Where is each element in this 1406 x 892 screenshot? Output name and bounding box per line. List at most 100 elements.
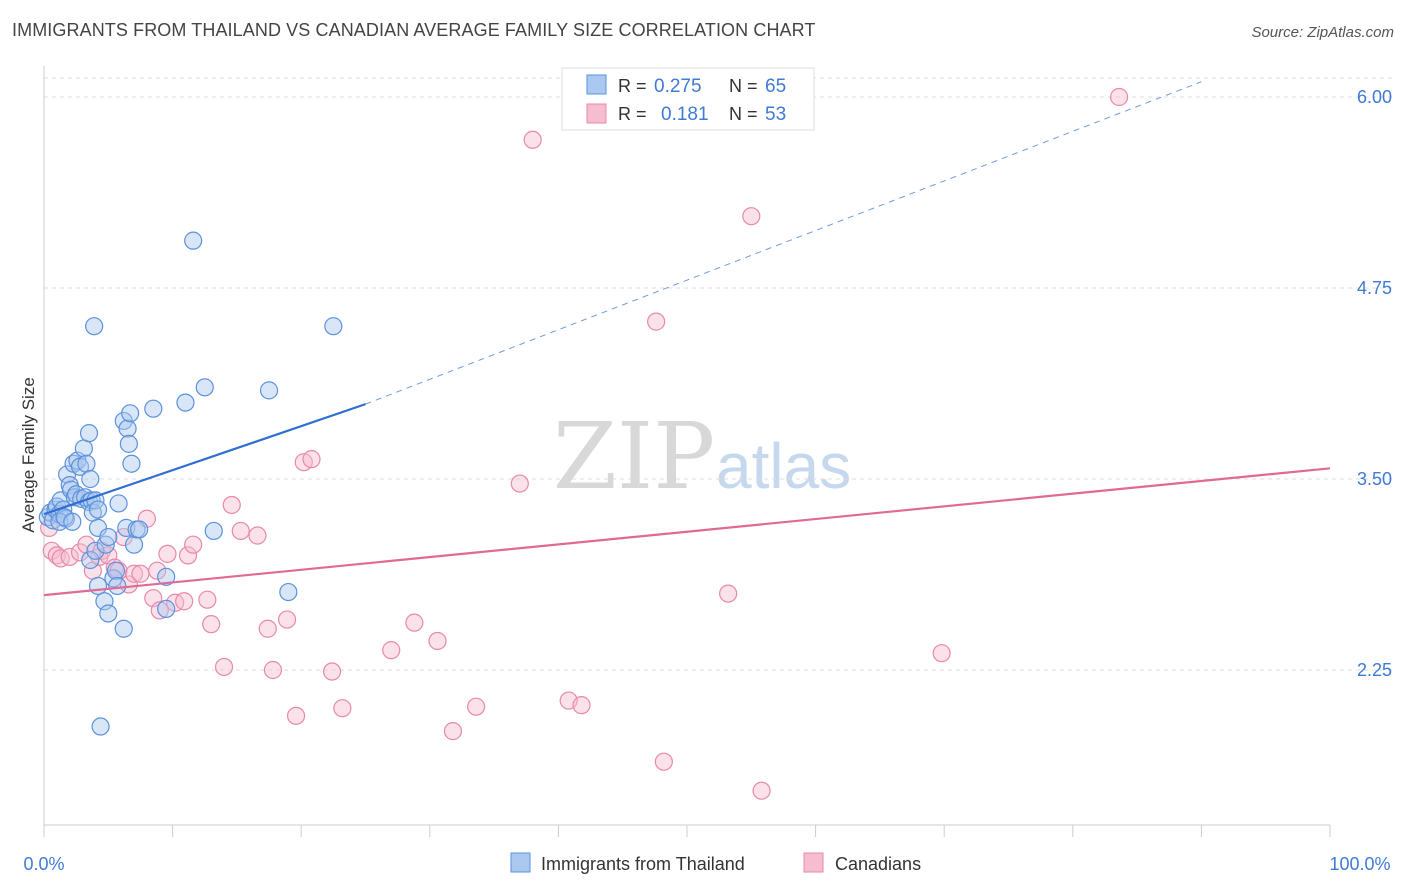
thailand-point xyxy=(118,419,137,438)
thailand-points xyxy=(38,231,343,736)
thailand-point xyxy=(86,541,105,560)
canadians-point xyxy=(428,631,447,651)
canadians-point xyxy=(405,613,424,632)
legend-n-value-canadians: 53 xyxy=(765,104,786,125)
thailand-point xyxy=(324,317,343,336)
watermark-zip: ZIP xyxy=(553,403,715,510)
y-tick-label: 6.00 xyxy=(1357,87,1392,107)
thailand-point xyxy=(99,527,118,547)
thailand-point xyxy=(195,378,214,397)
thailand-point xyxy=(119,434,138,453)
thailand-point xyxy=(91,717,110,736)
thailand-point xyxy=(106,561,126,580)
legend-r-value-canadians: 0.181 xyxy=(661,104,709,125)
canadians-point xyxy=(158,544,177,563)
legend-swatch-thailand xyxy=(586,74,607,95)
thailand-point xyxy=(88,576,108,596)
thailand-point xyxy=(124,535,144,554)
thailand-point xyxy=(109,494,128,513)
canadians-point xyxy=(932,644,951,663)
thailand-point xyxy=(88,518,108,537)
canadians-point xyxy=(222,495,241,515)
canadians-point xyxy=(742,207,761,226)
canadians-point xyxy=(752,781,771,800)
thailand-point xyxy=(81,550,100,570)
canadians-point xyxy=(60,547,79,567)
canadians-point xyxy=(302,450,321,469)
canadians-point xyxy=(70,543,90,562)
canadians-point xyxy=(178,546,198,565)
thailand-point xyxy=(108,576,127,596)
y-tick-label: 2.25 xyxy=(1357,660,1392,680)
canadians-point xyxy=(166,593,185,612)
canadians-point xyxy=(1109,87,1129,107)
thailand-point xyxy=(176,393,195,412)
canadians-point xyxy=(184,535,203,554)
canadians-point xyxy=(214,657,234,677)
canadians-points xyxy=(40,87,1129,800)
legend-r-value-thailand: 0.275 xyxy=(654,76,702,97)
chart-title: IMMIGRANTS FROM THAILAND VS CANADIAN AVE… xyxy=(12,20,816,40)
thailand-point xyxy=(77,454,96,473)
thailand-point xyxy=(88,500,108,519)
x-tick-label-min: 0.0% xyxy=(23,854,64,874)
bottom-legend-swatch-canadians xyxy=(803,852,824,873)
legend-swatch-canadians xyxy=(586,103,607,124)
thailand-point xyxy=(99,604,118,623)
canadians-point xyxy=(148,561,167,580)
x-ticks xyxy=(43,825,1331,837)
canadians-point xyxy=(258,619,277,638)
canadians-point xyxy=(466,697,486,716)
y-axis-label: Average Family Size xyxy=(19,377,38,533)
thailand-point xyxy=(74,439,93,458)
thailand-point xyxy=(114,619,133,638)
canadians-point xyxy=(322,662,342,681)
canadians-point xyxy=(654,752,673,771)
source-credit: Source: ZipAtlas.com xyxy=(1251,24,1394,41)
thailand-point xyxy=(81,469,100,489)
canadians-point xyxy=(175,592,194,611)
canadians-point xyxy=(572,696,591,715)
canadians-point xyxy=(382,641,401,660)
canadians-point xyxy=(51,549,70,568)
canadians-trend-line xyxy=(43,467,1331,597)
legend-r-label-canadians: R = xyxy=(618,104,647,124)
y-tick-label: 4.75 xyxy=(1357,278,1392,298)
canadians-point xyxy=(333,699,352,718)
canadians-point xyxy=(523,130,542,149)
thailand-point xyxy=(279,582,298,602)
canadians-point xyxy=(231,521,250,541)
thailand-trend-line xyxy=(43,403,366,516)
canadians-point xyxy=(286,706,306,725)
canadians-point xyxy=(77,535,96,554)
bottom-legend-swatch-thailand xyxy=(510,852,531,873)
canadians-point xyxy=(510,474,529,493)
legend-n-label-canadians: N = xyxy=(729,104,758,124)
thailand-point xyxy=(63,512,82,531)
canadians-point xyxy=(719,584,738,603)
thailand-point xyxy=(184,231,203,250)
thailand-point xyxy=(121,404,140,423)
canadians-point xyxy=(248,526,267,545)
thailand-point xyxy=(144,399,163,418)
thailand-point xyxy=(259,381,279,400)
canadians-point xyxy=(202,615,221,634)
canadians-point xyxy=(124,564,144,583)
watermark-atlas: atlas xyxy=(716,430,851,502)
canadians-point xyxy=(119,575,138,594)
series-legend: Immigrants from Thailand Canadians xyxy=(510,852,921,874)
thailand-point xyxy=(157,567,176,586)
thailand-point xyxy=(157,599,176,618)
legend-n-label-thailand: N = xyxy=(729,76,758,96)
bottom-legend-label-thailand: Immigrants from Thailand xyxy=(541,854,745,874)
thailand-point xyxy=(85,317,104,336)
y-tick-label: 3.50 xyxy=(1357,469,1392,489)
canadians-point xyxy=(263,660,283,680)
thailand-point xyxy=(130,520,149,539)
thailand-point xyxy=(79,424,99,443)
canadians-point xyxy=(131,564,150,583)
canadians-point xyxy=(443,722,463,741)
thailand-point xyxy=(204,521,223,541)
canadians-point xyxy=(198,590,217,609)
